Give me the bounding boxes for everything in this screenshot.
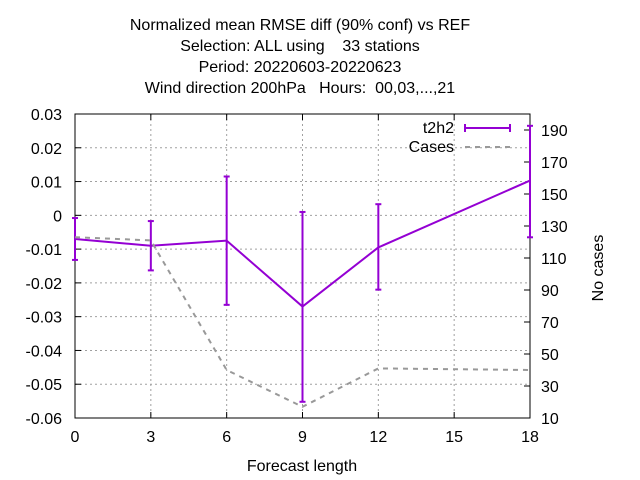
x-tick-label: 9 <box>298 429 307 446</box>
y-tick-label: -0.02 <box>26 276 63 293</box>
x-axis-label: Forecast length <box>247 458 357 475</box>
x-tick-label: 6 <box>222 429 231 446</box>
y2-tick-label: 150 <box>541 187 568 204</box>
y2-tick-label: 190 <box>541 123 568 140</box>
x-tick-label: 3 <box>146 429 155 446</box>
y-tick-label: 0 <box>53 208 62 225</box>
y-tick-label: -0.03 <box>26 310 63 327</box>
x-tick-label: 0 <box>71 429 80 446</box>
y2-tick-label: 110 <box>541 251 567 268</box>
title-line-3: Period: 20220603-20220623 <box>198 59 402 76</box>
y2-axis-label: No cases <box>590 235 607 302</box>
x-tick-label: 12 <box>369 429 387 446</box>
series-line-cases <box>74 236 531 408</box>
y-tick-label: -0.04 <box>26 343 63 360</box>
y-tick-label: 0.01 <box>31 175 62 192</box>
y-tick-label: 0.03 <box>31 107 62 124</box>
y2-tick-label: 90 <box>541 283 559 300</box>
y-tick-label: -0.05 <box>26 377 63 394</box>
legend-label: t2h2 <box>423 120 454 137</box>
y2-tick-label: 70 <box>541 315 559 332</box>
x-tick-label: 15 <box>445 429 463 446</box>
y-tick-label: 0.02 <box>31 141 62 158</box>
title-line-4: Wind direction 200hPa Hours: 00,03,...,2… <box>144 80 456 97</box>
y2-tick-label: 30 <box>541 379 559 396</box>
y-tick-label: -0.06 <box>26 411 63 428</box>
title-line-1: Normalized mean RMSE diff (90% conf) vs … <box>129 17 471 34</box>
series-line-t2h2 <box>74 179 531 308</box>
legend: t2h2 Cases <box>409 120 511 156</box>
axes: 0 3 6 9 12 15 18 0.03 0.02 0.01 0 -0.01 -0.02 -0.03 -0… <box>26 107 568 446</box>
legend-label: Cases <box>409 139 454 156</box>
series-layer <box>72 124 533 408</box>
y2-tick-label: 50 <box>541 347 559 364</box>
x-tick-label: 18 <box>521 429 539 446</box>
y-tick-label: -0.01 <box>26 242 63 259</box>
title-line-2: Selection: ALL using 33 stations <box>180 38 420 55</box>
y2-tick-label: 130 <box>541 219 568 236</box>
y2-tick-label: 10 <box>541 411 559 428</box>
y2-tick-label: 170 <box>541 155 568 172</box>
